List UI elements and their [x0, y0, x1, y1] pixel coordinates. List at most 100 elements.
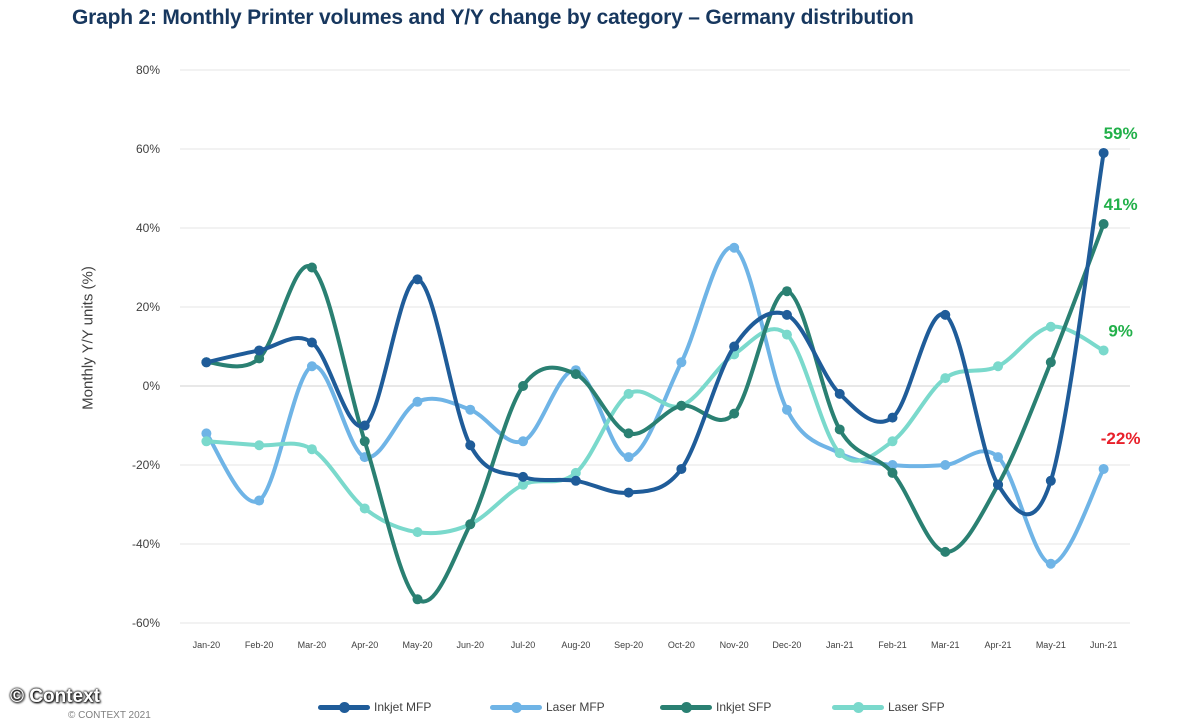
data-point	[1098, 463, 1109, 474]
legend-item-inkjet-mfp: Inkjet MFP	[318, 700, 431, 714]
data-point	[465, 519, 476, 530]
data-point	[412, 594, 423, 605]
chart-title: Graph 2: Monthly Printer volumes and Y/Y…	[72, 6, 914, 29]
legend-swatch	[490, 701, 542, 713]
x-tick-label: Jun-20	[457, 640, 485, 650]
data-point	[1098, 147, 1109, 158]
x-tick-label: Apr-20	[351, 640, 378, 650]
legend-label: Inkjet SFP	[716, 700, 772, 714]
data-point	[412, 396, 423, 407]
series-line-laser-mfp	[204, 245, 1106, 566]
data-point	[729, 242, 740, 253]
series-line-inkjet-mfp	[204, 150, 1106, 517]
data-point	[201, 436, 212, 447]
data-point	[518, 471, 529, 482]
data-point	[834, 424, 845, 435]
data-point	[1098, 345, 1109, 356]
x-tick-label: Oct-20	[668, 640, 695, 650]
data-point	[834, 448, 845, 459]
data-point	[887, 412, 898, 423]
legend-swatch	[660, 701, 712, 713]
legend-swatch	[318, 701, 370, 713]
data-point	[412, 527, 423, 538]
data-point	[465, 440, 476, 451]
data-point	[570, 475, 581, 486]
legend-item-laser-sfp: Laser SFP	[832, 700, 945, 714]
data-point	[781, 329, 792, 340]
data-point	[781, 404, 792, 415]
data-point	[1045, 475, 1056, 486]
y-tick-label: -20%	[132, 458, 160, 472]
y-tick-label: 80%	[136, 63, 160, 77]
x-tick-label: Dec-20	[772, 640, 801, 650]
data-point	[993, 361, 1004, 372]
x-tick-label: Feb-21	[878, 640, 907, 650]
data-point	[359, 503, 370, 514]
data-point	[518, 479, 529, 490]
data-point	[887, 436, 898, 447]
data-point	[1098, 219, 1109, 230]
x-tick-label: Jan-20	[193, 640, 221, 650]
x-tick-label: Jul-20	[511, 640, 536, 650]
series-line-inkjet-sfp	[204, 222, 1106, 604]
x-tick-label: Sep-20	[614, 640, 643, 650]
data-point	[940, 309, 951, 320]
data-point	[1045, 558, 1056, 569]
x-tick-label: Jan-21	[826, 640, 854, 650]
end-value-annotation: 41%	[1104, 195, 1138, 214]
data-point	[412, 274, 423, 285]
data-point	[940, 373, 951, 384]
y-tick-label: -40%	[132, 537, 160, 551]
data-point	[887, 467, 898, 478]
data-point	[623, 428, 634, 439]
data-point	[201, 357, 212, 368]
x-tick-label: Jun-21	[1090, 640, 1118, 650]
legend-label: Laser MFP	[546, 700, 605, 714]
data-point	[940, 460, 951, 470]
x-tick-label: May-20	[402, 640, 432, 650]
data-point	[306, 337, 317, 348]
x-tick-label: Mar-21	[931, 640, 960, 650]
data-point	[254, 353, 265, 364]
data-point	[570, 467, 581, 478]
data-point	[254, 345, 265, 356]
end-value-annotation: 59%	[1104, 124, 1138, 143]
legend-label: Inkjet MFP	[374, 700, 432, 714]
x-tick-label: Feb-20	[245, 640, 274, 650]
x-tick-label: Mar-20	[298, 640, 327, 650]
x-tick-label: Nov-20	[720, 640, 749, 650]
data-point	[940, 546, 951, 557]
y-tick-label: 40%	[136, 221, 160, 235]
x-tick-label: Apr-21	[985, 640, 1012, 650]
y-tick-label: 20%	[136, 300, 160, 314]
data-point	[676, 357, 687, 368]
data-point	[518, 436, 529, 447]
y-tick-label: 60%	[136, 142, 160, 156]
context-watermark: © Context	[10, 686, 100, 707]
data-point	[254, 440, 265, 451]
data-point	[623, 487, 634, 498]
data-point	[306, 444, 317, 455]
data-point	[623, 452, 634, 463]
data-point	[781, 309, 792, 320]
data-point	[834, 388, 845, 399]
data-point	[306, 262, 317, 273]
data-point	[729, 408, 740, 419]
end-value-annotation: -22%	[1101, 429, 1141, 448]
data-point	[359, 420, 370, 431]
data-point	[201, 428, 212, 439]
data-point	[1045, 357, 1056, 368]
copyright-text: © CONTEXT 2021	[68, 710, 151, 721]
end-value-annotation: 9%	[1108, 321, 1133, 340]
data-point	[729, 341, 740, 352]
data-point	[676, 400, 687, 411]
y-tick-label: -60%	[132, 616, 160, 630]
data-point	[254, 495, 265, 506]
data-point	[465, 404, 476, 415]
data-point	[518, 381, 529, 391]
data-point	[781, 286, 792, 297]
data-point	[306, 361, 317, 372]
data-point	[359, 436, 370, 447]
legend-item-laser-mfp: Laser MFP	[490, 700, 605, 714]
